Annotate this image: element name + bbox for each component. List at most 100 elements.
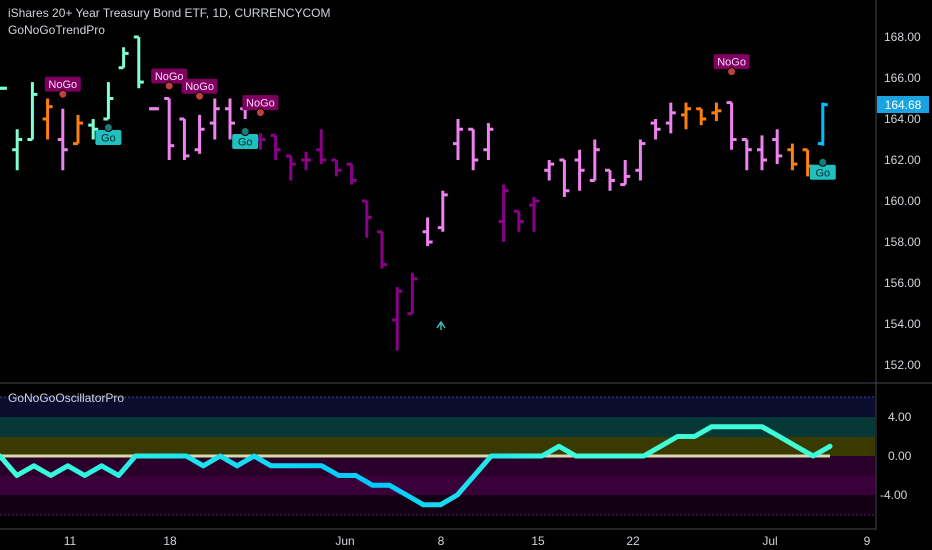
ohlc-bar xyxy=(437,190,448,232)
last-price-badge: 164.68 xyxy=(877,96,929,113)
ohlc-bar xyxy=(559,158,570,197)
ohlc-bar xyxy=(270,133,281,160)
oscillator-line xyxy=(0,424,833,508)
ohlc-bar xyxy=(468,127,479,171)
oscillator-axis: 4.00 0.00 -4.00 xyxy=(880,410,912,502)
tag-label: Go xyxy=(238,137,253,149)
price-bars xyxy=(0,35,828,351)
tag-label: NoGo xyxy=(717,57,746,69)
price-tick-label: 156.00 xyxy=(884,276,921,290)
ohlc-bar xyxy=(301,151,311,171)
time-tick-label: 11 xyxy=(64,534,77,548)
price-tick-label: 152.00 xyxy=(884,358,921,372)
ohlc-bar xyxy=(605,168,615,191)
indicator-name: GoNoGoTrendPro xyxy=(8,23,105,37)
ohlc-bar xyxy=(12,129,23,171)
ohlc-bar xyxy=(529,196,539,232)
tag-label: NoGo xyxy=(155,71,184,83)
ohlc-bar xyxy=(498,184,509,242)
ohlc-bar xyxy=(696,107,707,126)
tag-label: NoGo xyxy=(48,79,77,91)
ohlc-bar xyxy=(225,98,235,140)
ohlc-bar xyxy=(483,123,494,160)
ohlc-bar xyxy=(164,97,175,160)
ohlc-bar xyxy=(726,101,737,150)
ohlc-bar xyxy=(665,102,676,134)
ohlc-bar xyxy=(772,129,783,165)
price-tick-label: 166.00 xyxy=(884,71,921,85)
ohlc-bar xyxy=(407,272,418,316)
nogo-tag: NoGo xyxy=(713,54,750,77)
ohlc-bar xyxy=(103,82,114,121)
oscillator-name: GoNoGoOscillatorPro xyxy=(8,391,124,405)
ohlc-bar xyxy=(513,209,524,232)
ohlc-bar xyxy=(57,108,68,171)
ohlc-bar xyxy=(361,199,372,238)
ohlc-bar xyxy=(179,117,190,160)
price-tick-label: 162.00 xyxy=(884,153,921,167)
chart-title: iShares 20+ Year Treasury Bond ETF, 1D, … xyxy=(8,6,330,20)
ohlc-bar xyxy=(544,160,555,181)
go-tag: Go xyxy=(809,157,836,180)
time-tick-label: 18 xyxy=(163,534,177,548)
nogo-tag: NoGo xyxy=(181,78,218,101)
ohlc-bar xyxy=(73,114,83,146)
ohlc-bar xyxy=(817,102,828,146)
go-tag: Go xyxy=(232,127,259,150)
ohlc-bar xyxy=(118,47,129,70)
ohlc-bar xyxy=(453,119,463,160)
nogo-tag: NoGo xyxy=(44,76,81,99)
last-price-label: 164.68 xyxy=(885,98,922,112)
ohlc-bar xyxy=(650,119,661,140)
price-tick-label: 168.00 xyxy=(884,30,921,44)
tag-label: Go xyxy=(101,132,116,144)
time-tick-label: 15 xyxy=(531,534,545,548)
time-axis: 11 18 Jun 8 15 22 Jul 9 xyxy=(64,534,871,548)
ohlc-bar xyxy=(787,143,798,171)
tag-label: Go xyxy=(815,167,830,179)
ohlc-bar xyxy=(681,102,691,130)
ohlc-bar xyxy=(285,154,296,181)
oscillator-bands xyxy=(0,396,875,516)
oscillator-tick-label: -4.00 xyxy=(880,488,908,502)
tag-label: NoGo xyxy=(185,81,214,93)
ohlc-bar xyxy=(133,35,144,89)
ohlc-bar xyxy=(331,158,342,177)
tag-label: NoGo xyxy=(246,98,275,110)
price-axis: 152.00 154.00 156.00 158.00 160.00 162.00 164.… xyxy=(884,30,921,372)
go-arrow-icon xyxy=(436,320,446,330)
time-tick-label: 8 xyxy=(438,534,445,548)
ohlc-bar xyxy=(711,102,722,122)
ohlc-bar xyxy=(316,129,327,165)
time-tick-label: 9 xyxy=(864,534,871,548)
time-tick-label: 22 xyxy=(626,534,640,548)
ohlc-bar xyxy=(574,149,585,191)
ohlc-bar xyxy=(377,230,387,269)
ohlc-bar xyxy=(589,139,600,182)
price-tick-label: 154.00 xyxy=(884,317,921,331)
oscillator-tick-label: 0.00 xyxy=(888,449,912,463)
nogo-tag: NoGo xyxy=(151,68,188,91)
price-tick-label: 164.00 xyxy=(884,112,921,126)
oscillator-tick-label: 4.00 xyxy=(888,410,912,424)
price-tick-label: 160.00 xyxy=(884,194,921,208)
ohlc-bar xyxy=(346,162,357,185)
ohlc-bar xyxy=(88,119,99,140)
ohlc-bar xyxy=(194,114,205,154)
time-tick-label: Jul xyxy=(762,534,777,548)
nogo-tag: NoGo xyxy=(242,95,279,118)
ohlc-bar xyxy=(392,287,403,351)
ohlc-bar xyxy=(635,139,646,181)
ohlc-bar xyxy=(741,138,752,171)
ohlc-bar xyxy=(620,160,631,187)
go-tag: Go xyxy=(95,122,122,145)
price-tick-label: 158.00 xyxy=(884,235,921,249)
ohlc-bar xyxy=(757,135,767,171)
ohlc-bar xyxy=(422,217,433,247)
ohlc-bar xyxy=(209,98,220,140)
ohlc-bar xyxy=(42,98,53,140)
ohlc-bar xyxy=(27,82,38,141)
time-tick-label: Jun xyxy=(335,534,354,548)
